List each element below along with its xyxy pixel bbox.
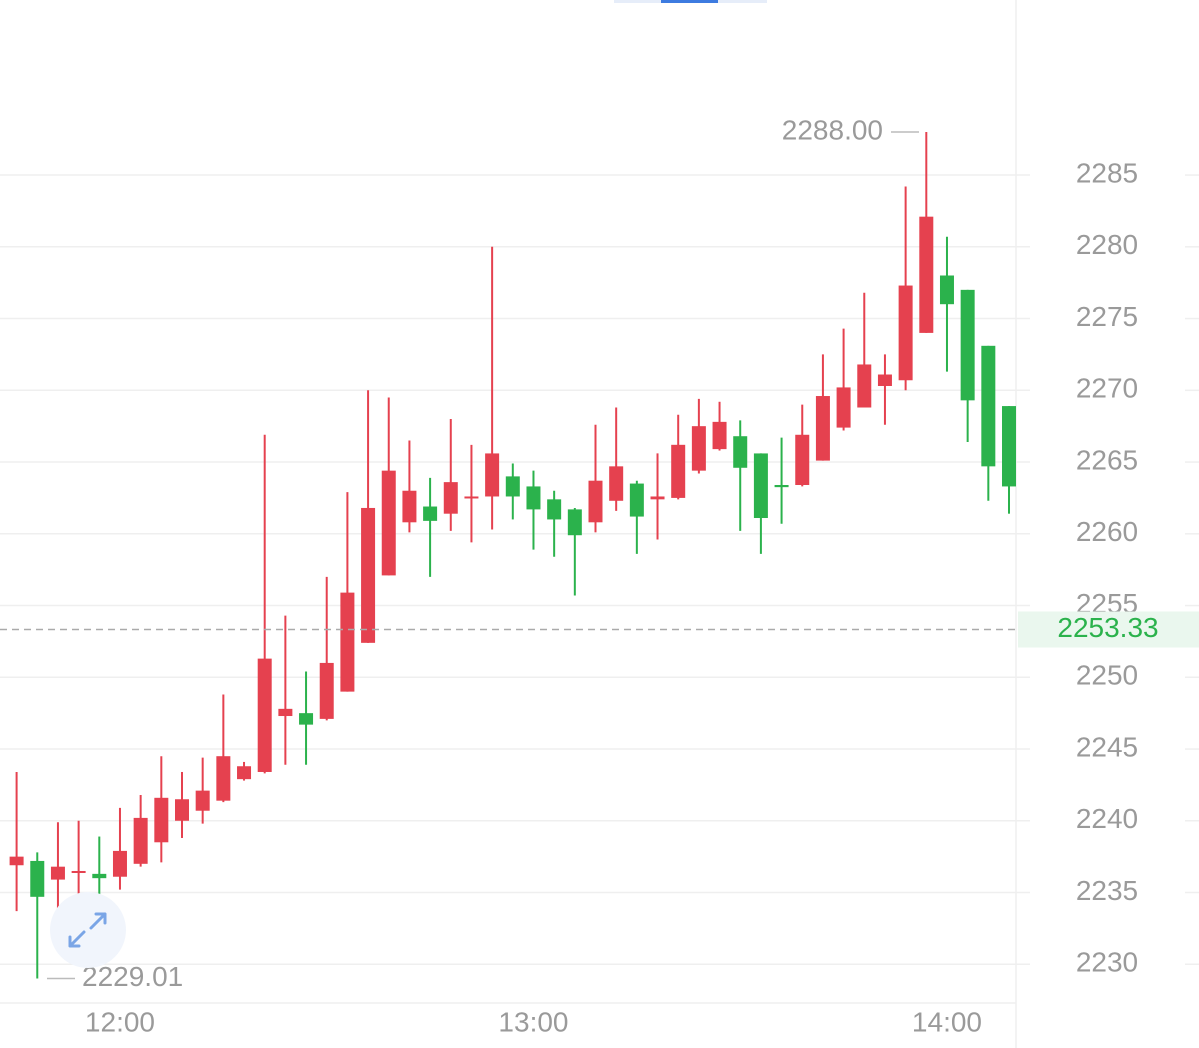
candle-body (112, 850, 127, 877)
candle-body (485, 453, 500, 497)
candle-body (588, 480, 603, 523)
candle-body (526, 486, 541, 510)
candle-body (815, 396, 830, 461)
candle-body (464, 496, 479, 499)
candle-body (547, 499, 562, 520)
labels: 2230223522402245225022552260226522702275… (0, 114, 1199, 1037)
candle-body (237, 766, 252, 780)
candle-body (71, 870, 86, 873)
y-tick-label: 2230 (1076, 947, 1138, 978)
candle-body (898, 285, 913, 381)
candle-body (960, 289, 975, 401)
x-tick-label: 13:00 (498, 1006, 568, 1037)
tab-indicator (661, 0, 718, 3)
max-marker-label: 2288.00 (782, 114, 883, 145)
y-tick-label: 2240 (1076, 803, 1138, 834)
expand-button[interactable] (50, 892, 126, 968)
last-price-label: 2253.33 (1057, 612, 1158, 643)
candle-body (361, 507, 376, 643)
candle-body (939, 275, 954, 305)
candle-body (340, 592, 355, 692)
candle-body (195, 790, 210, 811)
candle-body (836, 387, 851, 428)
candles (9, 132, 1016, 979)
candle-body (753, 453, 768, 519)
candle-body (733, 436, 748, 468)
candle-body (423, 506, 438, 521)
candle-body (319, 662, 334, 719)
y-tick-label: 2245 (1076, 731, 1138, 762)
candle-body (609, 466, 624, 501)
candle-body (9, 856, 24, 866)
candle-body (154, 797, 169, 843)
y-tick-label: 2270 (1076, 373, 1138, 404)
candle-body (629, 483, 644, 517)
candle-body (650, 496, 665, 500)
candle-body (712, 421, 727, 450)
y-tick-label: 2280 (1076, 229, 1138, 260)
candle-body (443, 482, 458, 514)
candle-body (567, 509, 582, 536)
candle-body (774, 484, 789, 488)
candle-body (691, 426, 706, 471)
y-tick-label: 2275 (1076, 301, 1138, 332)
candle-body (175, 799, 189, 821)
y-tick-label: 2250 (1076, 660, 1138, 691)
candle-body (133, 817, 148, 864)
x-tick-label: 14:00 (912, 1006, 982, 1037)
grid (0, 174, 1199, 966)
candle-body (92, 873, 107, 879)
candle-body (671, 444, 686, 498)
candle-body (505, 476, 520, 497)
y-tick-label: 2265 (1076, 444, 1138, 475)
candle-body (981, 345, 996, 467)
y-tick-label: 2260 (1076, 516, 1138, 547)
candle-body (402, 490, 417, 523)
candle-body (1002, 406, 1016, 487)
y-tick-label: 2235 (1076, 875, 1138, 906)
candle-body (278, 708, 293, 717)
candle-body (299, 713, 314, 725)
candle-body (795, 434, 810, 485)
x-tick-label: 12:00 (85, 1006, 155, 1037)
candle-body (381, 470, 396, 576)
last-price-box (1018, 611, 1199, 648)
y-tick-label: 2285 (1076, 157, 1138, 188)
candle-body (877, 374, 892, 386)
candle-body (919, 216, 934, 333)
candle-body (257, 658, 272, 772)
candle-body (30, 860, 45, 897)
candle-body (216, 756, 231, 801)
candle-body (857, 364, 872, 408)
candle-body (50, 866, 65, 880)
